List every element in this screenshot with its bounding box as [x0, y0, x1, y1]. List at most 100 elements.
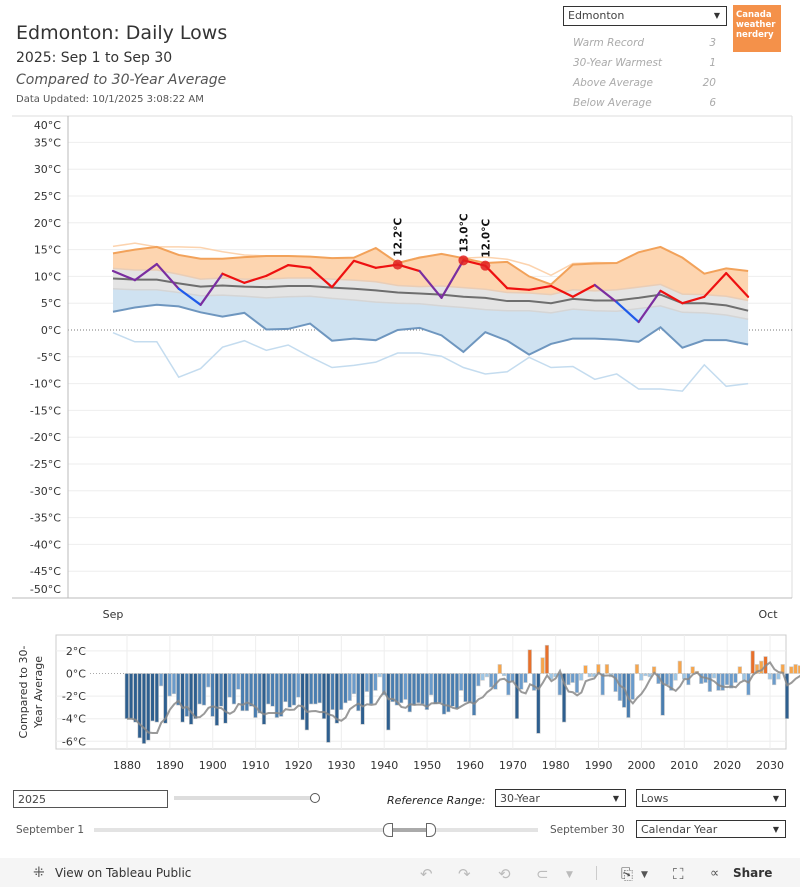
bar-x-tick-label: 1930	[327, 759, 355, 772]
year-slider-handle[interactable]	[310, 793, 320, 803]
comparison-label: Compared to 30-Year Average	[16, 72, 227, 88]
data-updated-label: Data Updated: 10/1/2025 3:08:22 AM	[16, 94, 204, 105]
refresh-icon[interactable]: ⊂	[536, 865, 549, 883]
coldest-line	[112, 303, 749, 356]
annotations: 12.2°C 13.0°C 12.0°C	[392, 213, 492, 271]
bar-x-tick-label: 1950	[413, 759, 441, 772]
bar-x-tick-label: 1880	[113, 759, 141, 772]
anomaly-bar	[133, 673, 138, 723]
page-subtitle: 2025: Sep 1 to Sep 30	[16, 50, 173, 66]
daily-low-segment	[265, 264, 290, 277]
revert-icon[interactable]: ⟲	[498, 865, 511, 883]
anomaly-bar	[476, 673, 481, 687]
bar-y-tick-label: 0°C	[66, 668, 86, 681]
anomaly-bar	[244, 673, 249, 712]
bar-y-axis-label-line1: Compared to 30-	[17, 646, 30, 739]
anomaly-bar	[351, 673, 357, 695]
record-label: 13.0°C	[458, 213, 470, 252]
date-range-end-handle[interactable]	[426, 823, 436, 837]
y-tick-label: 35°C	[34, 136, 61, 149]
anomaly-bar	[407, 673, 412, 713]
date-range-start-handle[interactable]	[383, 823, 393, 837]
year-type-value: Calendar Year	[641, 823, 718, 836]
year-type-select[interactable]: Calendar Year ▼	[636, 820, 786, 838]
daily-low-segment	[287, 264, 312, 269]
anomaly-bar	[484, 673, 490, 678]
anomaly-bar	[733, 673, 738, 683]
lower-normal-line	[112, 287, 749, 321]
anomaly-bar	[326, 673, 331, 743]
anomaly-bar	[754, 664, 760, 674]
anomaly-bar	[167, 673, 172, 697]
stat-below-average: Below Average 6	[573, 97, 718, 109]
refresh-dropdown-icon[interactable]: ▼	[566, 870, 573, 880]
anomaly-bar	[673, 673, 678, 681]
y-tick-label: 30°C	[34, 163, 61, 176]
daily-low-segment	[637, 289, 662, 324]
anomaly-bar	[146, 673, 151, 741]
y-tick-label: 20°C	[34, 217, 61, 230]
anomaly-bar	[356, 673, 361, 712]
series-lines	[111, 242, 750, 392]
anomaly-bar	[373, 673, 378, 691]
anomaly-bar	[549, 673, 554, 680]
reference-range-select[interactable]: 30-Year ▼	[495, 789, 626, 807]
anomaly-bar	[270, 673, 275, 707]
share-button[interactable]: Share	[733, 866, 773, 880]
anomaly-bar	[480, 673, 485, 681]
anomaly-bar	[467, 673, 472, 704]
anomaly-bar	[424, 673, 429, 710]
y-tick-label: 5°C	[41, 297, 61, 310]
anomaly-bar	[716, 673, 721, 691]
anomaly-bar	[557, 673, 562, 696]
anomaly-bar	[501, 673, 507, 677]
tableau-logo-icon: ⁜	[33, 865, 45, 881]
anomaly-bar	[746, 673, 751, 696]
anomaly-bars	[124, 644, 800, 744]
year-slider-track[interactable]	[174, 796, 314, 800]
anomaly-bar	[390, 673, 395, 703]
date-end-label: September 30	[550, 824, 625, 836]
daily-lows-chart: 40°C 35°C 30°C 25°C 20°C 15°C 10°C 5°C 0°C -5°C -1…	[12, 115, 793, 621]
y-tick-label: 25°C	[34, 190, 61, 203]
year-input[interactable]: 2025	[13, 790, 168, 808]
anomaly-bar	[789, 666, 794, 674]
anomaly-bar	[536, 673, 541, 734]
bar-x-tick-label: 1900	[199, 759, 227, 772]
anomaly-bar	[643, 673, 648, 677]
city-select[interactable]: Edmonton ▼	[563, 6, 727, 26]
anomaly-bar	[253, 673, 258, 718]
moving-average-polyline	[127, 660, 800, 734]
stat-warm-record: Warm Record 3	[573, 37, 718, 49]
stat-value: 1	[709, 57, 716, 69]
anomaly-bar	[158, 673, 164, 687]
date-range-track[interactable]	[94, 828, 538, 832]
anomaly-bar	[137, 673, 142, 739]
download-dropdown-icon[interactable]: ▼	[641, 870, 648, 880]
measure-select[interactable]: Lows ▼	[636, 789, 786, 807]
redo-icon[interactable]: ↷	[458, 865, 471, 883]
view-on-tableau-link[interactable]: View on Tableau Public	[55, 866, 192, 880]
date-start-label: September 1	[16, 824, 85, 836]
anomaly-bar	[793, 664, 798, 674]
anomaly-bar	[249, 673, 254, 707]
anomaly-bar	[784, 673, 790, 720]
anomaly-bar	[772, 673, 777, 686]
anomaly-bar	[163, 673, 168, 724]
anomaly-bar	[227, 673, 232, 698]
anomaly-bar	[394, 673, 399, 706]
anomaly-bar	[433, 673, 438, 705]
y-tick-label: -5°C	[37, 351, 61, 364]
undo-icon[interactable]: ↶	[420, 865, 433, 883]
canada-weather-nerdery-logo[interactable]: Canada weather nerdery	[733, 5, 781, 52]
anomaly-bar	[574, 673, 580, 694]
anomaly-bar	[377, 673, 382, 678]
share-icon[interactable]: ∝	[710, 866, 720, 881]
anomaly-bar	[399, 673, 404, 704]
download-icon[interactable]: ⎘	[621, 865, 634, 883]
fullscreen-icon[interactable]: ⛶	[673, 865, 684, 883]
annual-anomaly-chart: 2°C0°C-2°C-4°C-6°C 1880 1890 1900 1910 1920 1…	[17, 634, 800, 772]
anomaly-bar	[214, 673, 219, 726]
reference-range-label: Reference Range:	[387, 794, 486, 807]
anomaly-bar	[189, 673, 194, 725]
